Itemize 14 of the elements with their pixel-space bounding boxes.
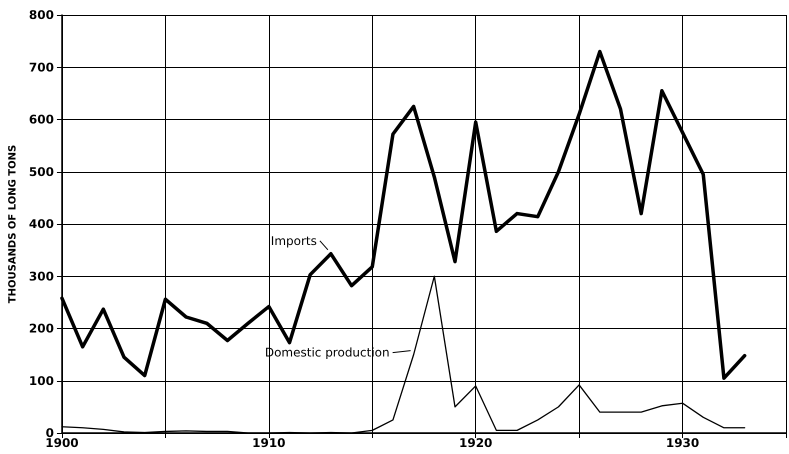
y-axis-title: THOUSANDS OF LONG TONS [8, 144, 18, 304]
y-tick-label: 400 [28, 217, 54, 231]
x-tick-label: 1920 [458, 436, 492, 450]
y-tick-label: 800 [28, 8, 54, 22]
y-tick-label: 500 [28, 164, 54, 179]
x-tick-label: 1900 [45, 436, 79, 450]
y-tick-label: 300 [28, 269, 54, 284]
annotation: Imports [270, 234, 317, 248]
y-tick-label: 600 [28, 112, 54, 126]
y-tick-label: 700 [28, 60, 54, 74]
y-tick-label: 100 [28, 374, 54, 388]
y-tick-label: 200 [28, 322, 54, 336]
x-tick-label: 1930 [666, 436, 700, 450]
x-tick-label: 1910 [252, 436, 286, 450]
